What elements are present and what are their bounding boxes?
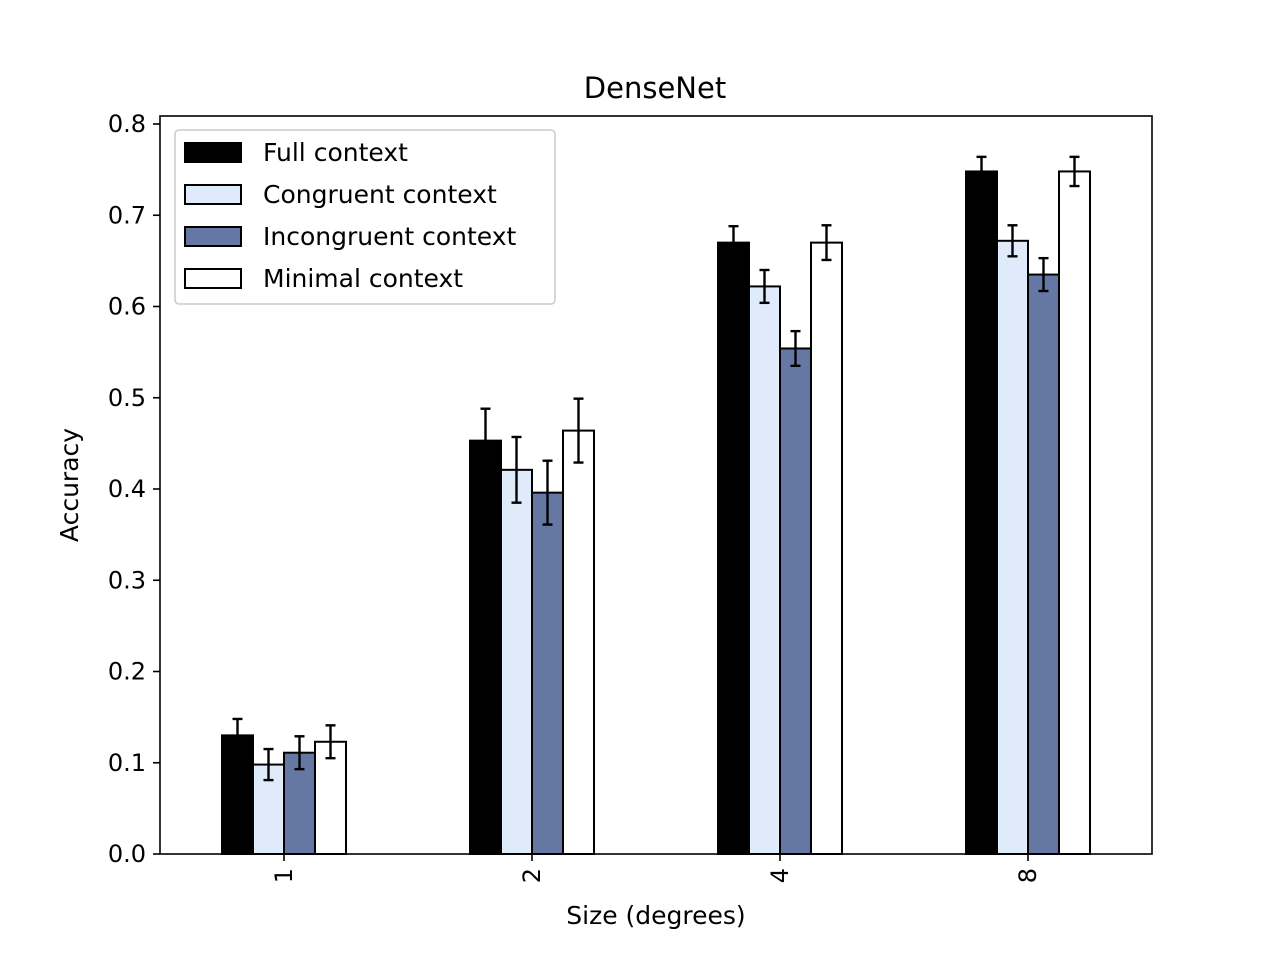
y-tick-label: 0.4 bbox=[108, 475, 146, 503]
bar-congruent-context-4 bbox=[748, 285, 781, 855]
bar-congruent-context-2 bbox=[500, 468, 533, 855]
error-bar-full-context-4 bbox=[728, 224, 739, 261]
y-tick-label: 0.0 bbox=[108, 840, 146, 868]
legend-label-incongruent-context: Incongruent context bbox=[263, 222, 516, 251]
legend-swatch-incongruent-context bbox=[184, 226, 242, 247]
bar-incongruent-context-8 bbox=[1027, 273, 1060, 855]
y-tick-label: 0.1 bbox=[108, 749, 146, 777]
bar-full-context-1 bbox=[221, 734, 254, 855]
x-axis: 1 2 4 8 bbox=[270, 854, 1042, 883]
bar-congruent-context-8 bbox=[996, 239, 1029, 856]
bar-minimal-context-8 bbox=[1058, 170, 1091, 855]
x-tick-label: 4 bbox=[766, 868, 794, 883]
error-bar-congruent-context-1 bbox=[263, 747, 274, 782]
bar-full-context-2 bbox=[469, 439, 502, 855]
bar-incongruent-context-2 bbox=[531, 491, 564, 855]
x-tick-label: 1 bbox=[270, 868, 298, 883]
x-axis-label: Size (degrees) bbox=[566, 901, 745, 930]
legend-label-congruent-context: Congruent context bbox=[263, 180, 497, 209]
error-bar-congruent-context-8 bbox=[1007, 224, 1018, 258]
error-bar-congruent-context-4 bbox=[759, 268, 770, 305]
error-bar-minimal-context-4 bbox=[821, 224, 832, 262]
bar-minimal-context-4 bbox=[810, 241, 843, 855]
y-tick-label: 0.3 bbox=[108, 566, 146, 594]
error-bar-full-context-8 bbox=[976, 155, 987, 188]
y-tick-label: 0.8 bbox=[108, 110, 146, 138]
error-bar-full-context-2 bbox=[480, 407, 491, 474]
error-bar-minimal-context-2 bbox=[573, 397, 584, 464]
legend-label-full-context: Full context bbox=[263, 138, 408, 167]
legend-label-minimal-context: Minimal context bbox=[263, 264, 463, 293]
bar-minimal-context-2 bbox=[562, 429, 595, 855]
error-bar-incongruent-context-4 bbox=[790, 329, 801, 368]
error-bar-minimal-context-1 bbox=[325, 724, 336, 760]
legend-swatch-congruent-context bbox=[184, 184, 242, 205]
chart-title: DenseNet bbox=[584, 71, 726, 105]
error-bar-full-context-1 bbox=[232, 717, 243, 753]
y-tick-label: 0.7 bbox=[108, 201, 146, 229]
bar-incongruent-context-4 bbox=[779, 347, 812, 855]
legend-swatch-minimal-context bbox=[184, 268, 242, 289]
y-tick-label: 0.2 bbox=[108, 658, 146, 686]
error-bar-incongruent-context-8 bbox=[1038, 256, 1049, 293]
y-tick-label: 0.5 bbox=[108, 384, 146, 412]
legend-frame bbox=[174, 129, 556, 305]
plot-frame bbox=[159, 115, 1153, 855]
y-tick-label: 0.6 bbox=[108, 293, 146, 321]
error-bars-layer bbox=[232, 155, 1080, 782]
bar-full-context-8 bbox=[965, 170, 998, 855]
x-tick-label: 2 bbox=[518, 868, 546, 883]
y-axis: 0.0 0.1 0.2 0.3 0.4 0.5 0.6 0.7 0.8 bbox=[108, 110, 160, 868]
legend-swatch-full-context bbox=[184, 142, 242, 163]
legend: Full context Congruent context Incongruent… bbox=[174, 129, 556, 305]
error-bar-congruent-context-2 bbox=[511, 435, 522, 504]
error-bar-incongruent-context-2 bbox=[542, 459, 553, 526]
bar-full-context-4 bbox=[717, 241, 750, 855]
x-tick-label: 8 bbox=[1014, 868, 1042, 883]
error-bar-incongruent-context-1 bbox=[294, 735, 305, 771]
y-axis-label: Accuracy bbox=[55, 428, 84, 542]
error-bar-minimal-context-8 bbox=[1069, 155, 1080, 188]
